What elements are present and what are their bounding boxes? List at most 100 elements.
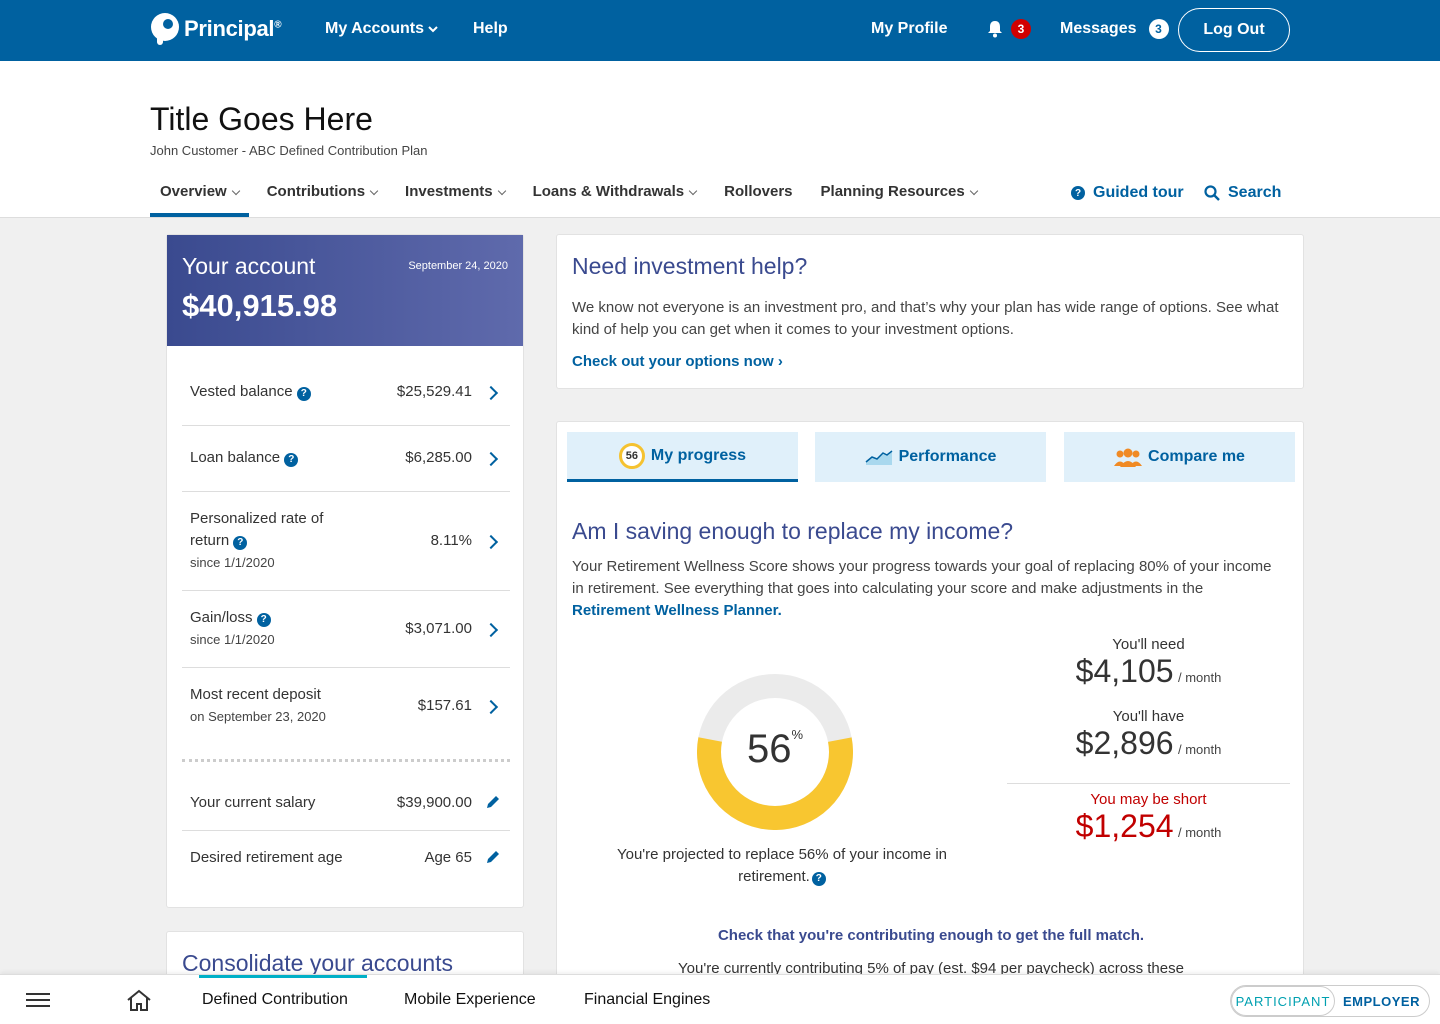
pencil-icon[interactable] [486,795,500,809]
tab-label: Contributions [266,183,366,200]
need-label: You'll need [1112,636,1185,653]
row-value: $39,900.00 [396,794,472,811]
performance-chart-icon [865,450,893,465]
divider [182,759,510,762]
row-value: Age 65 [424,849,472,866]
question-icon[interactable]: ? [296,387,311,401]
account-date: September 24, 2020 [408,260,508,272]
notification-count-badge: 3 [1011,19,1031,39]
full-match-prompt: Check that you're contributing enough to… [717,927,1145,944]
score-badge: 56 [618,442,645,469]
tab-my-progress[interactable]: 56 My progress [567,432,798,482]
tab-overview[interactable]: Overview [150,179,249,217]
active-indicator [199,975,367,978]
tab-label: Investments [405,183,493,200]
tab-label: Loans & Withdrawals [532,183,685,200]
search-icon [1204,185,1220,201]
page-title: Title Goes Here [150,101,373,137]
tab-label: Planning Resources [820,183,965,200]
retirement-planner-link[interactable]: Retirement Wellness Planner. [572,602,782,619]
retirement-age-row[interactable]: Desired retirement age Age 65 [182,831,510,886]
account-card: Your account September 24, 2020 $40,915.… [166,234,524,908]
guided-tour-link[interactable]: ? Guided tour [1071,184,1184,202]
tab-investments[interactable]: Investments [395,179,515,217]
projection-label: You're projected to replace 56% of your … [616,846,947,885]
check-options-link[interactable]: Check out your options now › [572,353,783,370]
tab-label: Rollovers [724,183,793,200]
current-salary-row[interactable]: Your current salary $39,900.00 [182,776,510,831]
chevron-down-icon [497,186,506,196]
rate-of-return-row[interactable]: Personalized rate of return ? since 1/1/… [182,492,510,591]
participant-option[interactable]: PARTICIPANT [1231,986,1335,1016]
row-label: Desired retirement age [190,849,343,866]
have-label: You'll have [1112,708,1185,725]
logout-button[interactable]: Log Out [1178,8,1290,52]
nav-defined-contribution[interactable]: Defined Contribution [202,991,348,1008]
messages-count-badge: 3 [1148,19,1169,39]
tab-label: Performance [898,448,997,465]
brand-reg: ® [274,19,282,31]
per-month-label: / month [1177,670,1222,685]
tab-rollovers[interactable]: Rollovers [714,179,802,217]
question-icon[interactable]: ? [284,453,299,467]
tab-label: My progress [650,446,747,464]
my-profile-link[interactable]: My Profile [871,20,948,37]
guided-tour-label: Guided tour [1093,184,1184,201]
vested-balance-row[interactable]: Vested balance ? $25,529.41 [182,360,510,426]
row-label: Loan balance [190,449,281,466]
chevron-right-icon [483,534,499,550]
people-group-icon [1114,448,1143,467]
nav-financial-engines[interactable]: Financial Engines [584,991,711,1008]
tab-planning-resources[interactable]: Planning Resources [811,179,987,217]
short-stat: You may be short $1,254 / month [1007,791,1290,845]
have-stat: You'll have $2,896 / month [1007,708,1290,762]
per-month-label: / month [1177,825,1222,840]
question-icon[interactable]: ? [233,536,248,550]
recent-deposit-row[interactable]: Most recent deposit on September 23, 202… [182,668,510,745]
hamburger-menu-icon[interactable] [26,993,50,1007]
help-title: Need investment help? [572,253,808,279]
search-link[interactable]: Search [1204,184,1281,202]
home-icon[interactable] [126,989,152,1011]
title-area: Title Goes Here John Customer - ABC Defi… [0,61,1440,218]
per-month-label: / month [1177,742,1222,757]
tab-label: Compare me [1148,448,1245,465]
tab-loans-withdrawals[interactable]: Loans & Withdrawals [523,179,707,217]
account-label: Your account [182,253,316,279]
loan-balance-row[interactable]: Loan balance ? $6,285.00 [182,426,510,492]
row-sublabel: on September 23, 2020 [190,709,326,724]
notifications-button[interactable]: 3 [987,19,1031,39]
short-label: You may be short [1090,791,1207,808]
contribution-text: You're currently contributing 5% of pay … [678,960,1184,977]
tab-contributions[interactable]: Contributions [257,179,387,217]
short-amount: $1,254 [1075,808,1174,844]
tab-label: Overview [160,183,227,200]
row-value: $3,071.00 [405,620,472,637]
progress-title: Am I saving enough to replace my income? [572,518,1014,544]
messages-button[interactable]: Messages 3 [1060,19,1169,39]
gain-loss-row[interactable]: Gain/loss ? since 1/1/2020 $3,071.00 [182,591,510,668]
chevron-down-icon [369,186,379,196]
chevron-right-icon [483,622,499,638]
link-label: Check out your options now [572,353,774,370]
row-label: Vested balance [190,383,293,400]
employer-option[interactable]: EMPLOYER [1343,993,1420,1009]
chevron-right-icon [483,385,499,401]
role-toggle[interactable]: PARTICIPANT EMPLOYER [1230,985,1430,1017]
principal-logo-icon [151,13,179,45]
score-value: 56% [697,727,853,772]
my-accounts-menu[interactable]: My Accounts [325,20,438,38]
row-label: Gain/loss [190,609,253,626]
chevron-down-icon [428,26,438,33]
tab-performance[interactable]: Performance [815,432,1046,482]
principal-logo[interactable]: Principal® [150,12,282,46]
nav-mobile-experience[interactable]: Mobile Experience [404,991,536,1008]
messages-label: Messages [1060,20,1137,37]
tab-compare-me[interactable]: Compare me [1064,432,1295,482]
question-icon[interactable]: ? [811,872,826,886]
pencil-icon[interactable] [486,850,500,864]
have-amount: $2,896 [1075,725,1174,761]
row-label: Most recent deposit [190,686,321,703]
help-link[interactable]: Help [473,20,508,37]
question-icon[interactable]: ? [256,613,271,627]
